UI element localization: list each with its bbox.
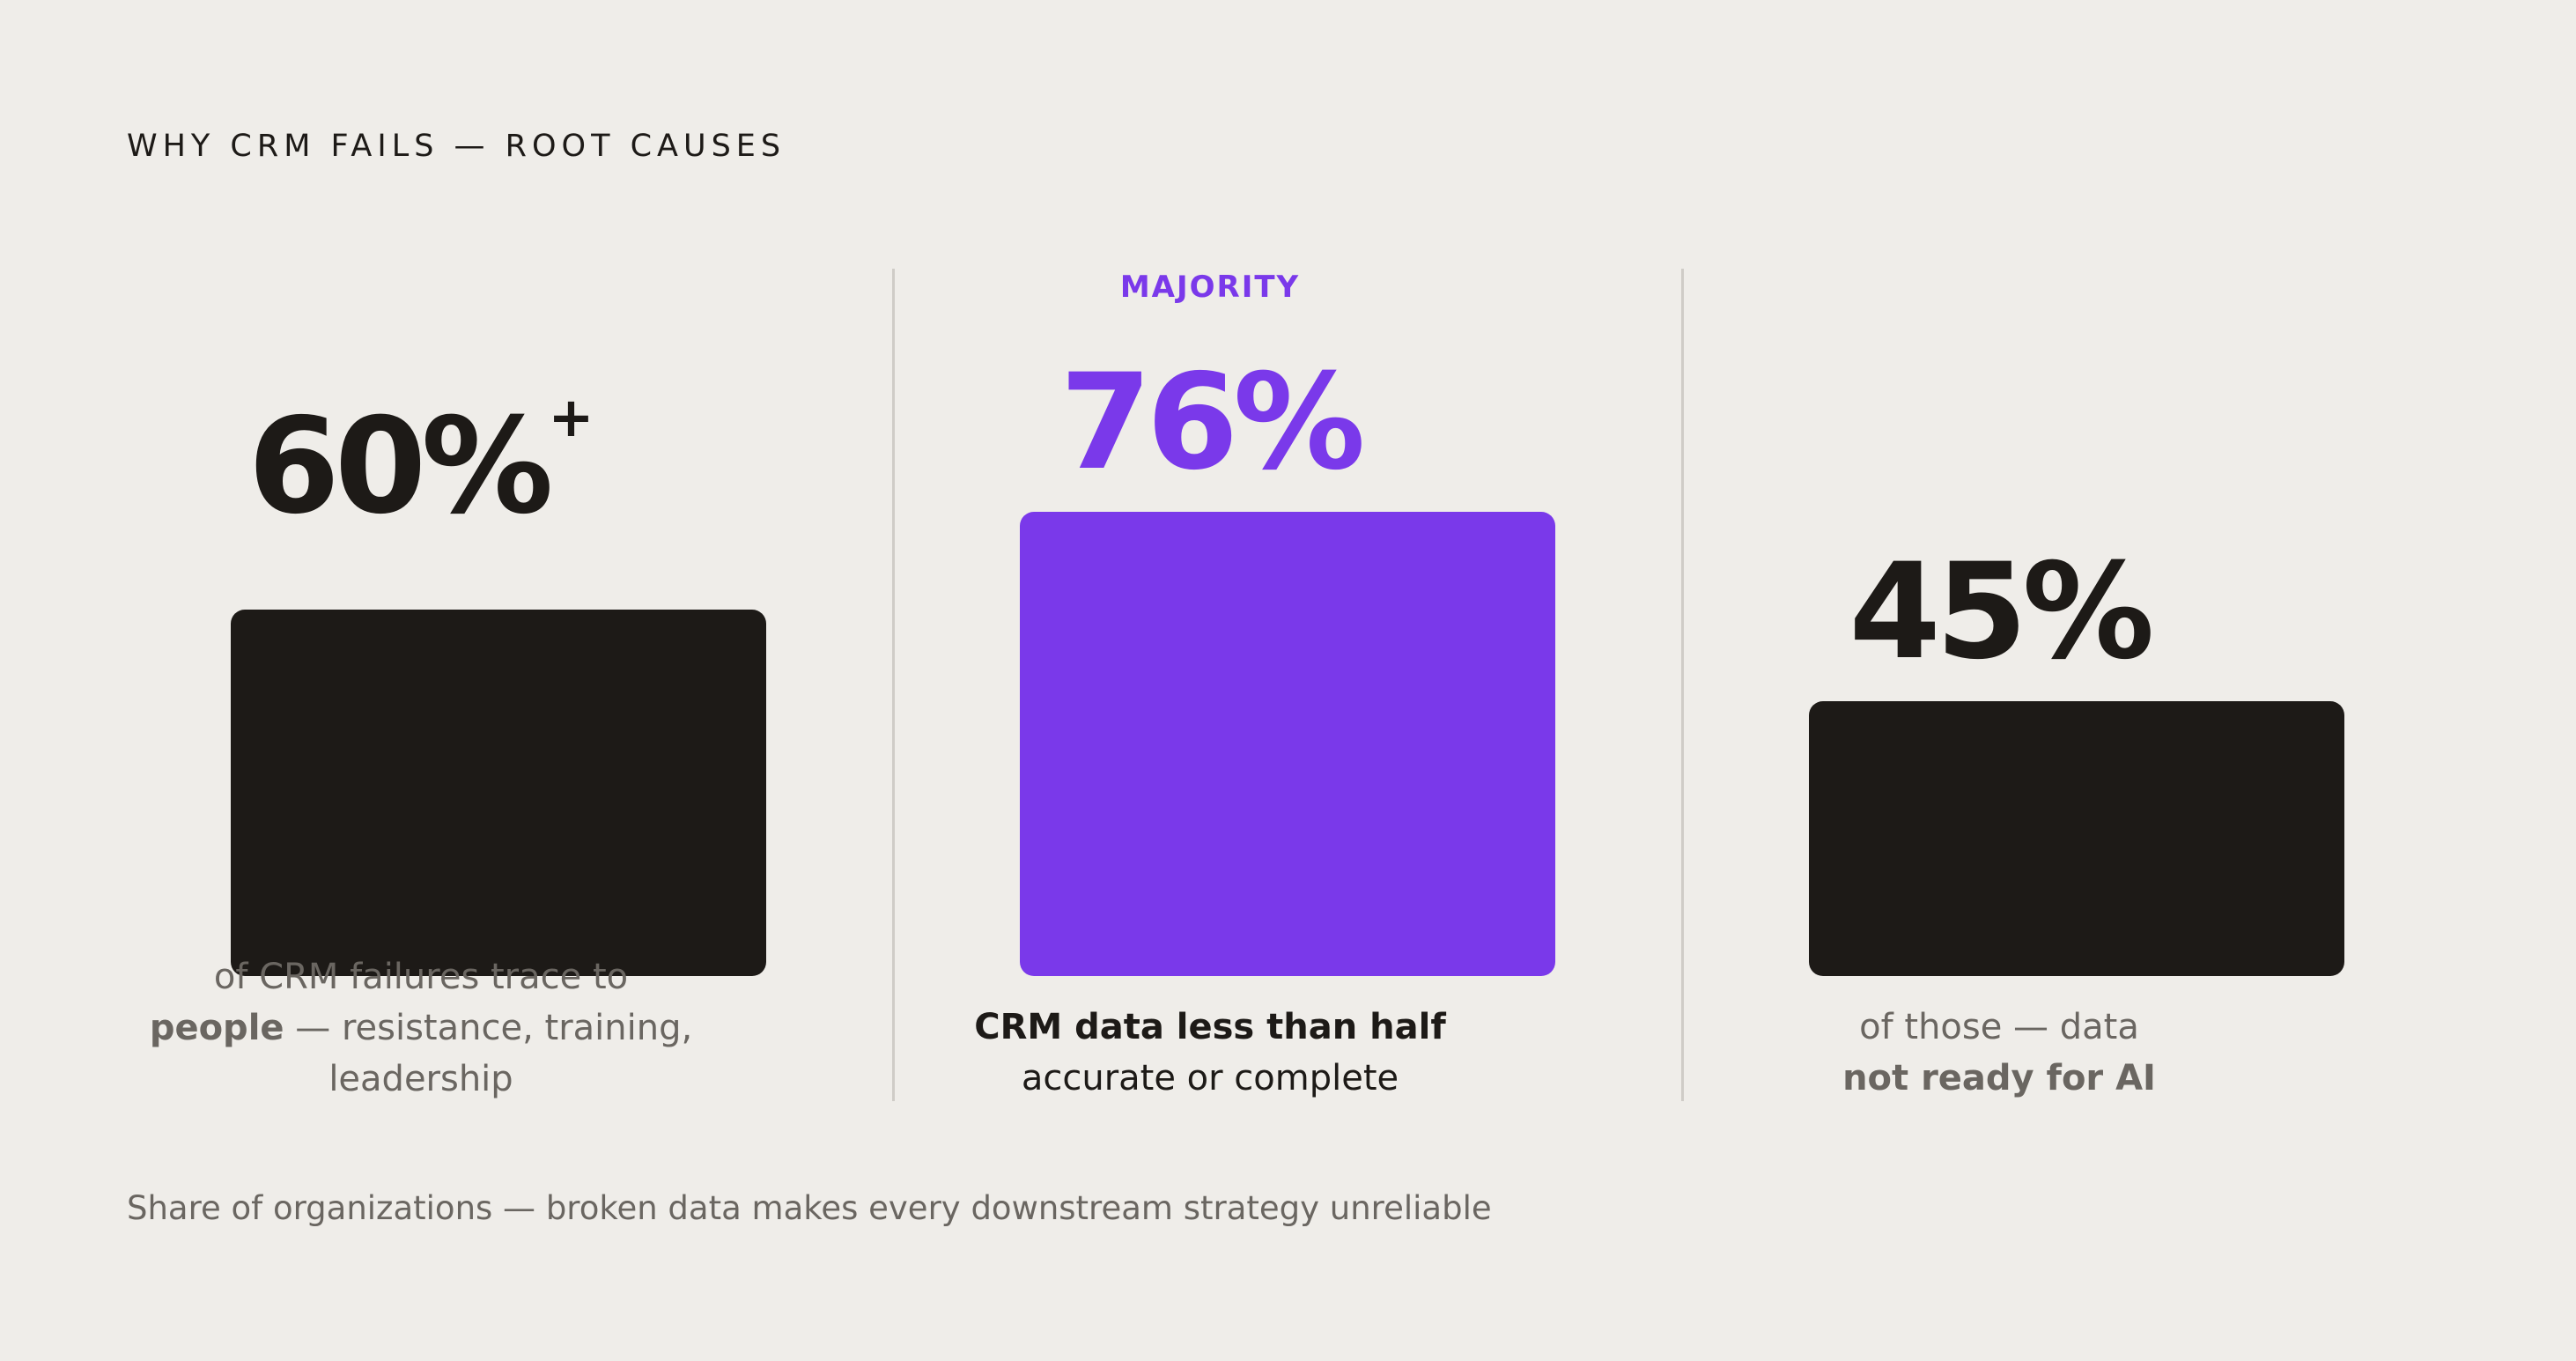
value-text: 76% — [1059, 346, 1365, 499]
bar — [1020, 512, 1555, 976]
caption-bold: not ready for AI — [1842, 1058, 2156, 1098]
caption-line: of CRM failures trace to — [213, 957, 629, 997]
caption-text: — resistance, training, — [284, 1008, 693, 1048]
column-divider — [892, 269, 895, 1101]
caption-bold: people — [149, 1008, 284, 1048]
bar-caption: of those — data not ready for AI — [1612, 1002, 2387, 1104]
value-label: 76% — [823, 357, 1598, 489]
caption-line: accurate or complete — [1021, 1058, 1399, 1098]
bar — [231, 610, 766, 976]
bar-caption: CRM data less than half accurate or comp… — [823, 1002, 1598, 1104]
value-label: 45% — [1612, 546, 2387, 678]
value-text: 45% — [1849, 536, 2154, 689]
value-label: 60%+ — [33, 390, 808, 534]
value-text: 60% — [247, 390, 554, 544]
kicker-label: MAJORITY — [1119, 270, 1301, 305]
caption-line: CRM data less than half — [823, 1002, 1598, 1053]
column-divider — [1681, 269, 1684, 1101]
chart-title: WHY CRM FAILS — ROOT CAUSES — [127, 129, 786, 164]
caption-line: people — resistance, training, — [33, 1002, 808, 1054]
caption-line: leadership — [328, 1059, 513, 1099]
bar-caption: of CRM failures trace to people — resist… — [33, 951, 808, 1105]
bar — [1809, 701, 2344, 976]
stat-column-ai-readiness: 45% of those — data not ready for AI — [1612, 0, 2387, 1361]
value-suffix: + — [548, 385, 594, 449]
caption-line: of those — data — [1859, 1007, 2139, 1047]
stat-column-data-quality: MAJORITY 76% CRM data less than half acc… — [823, 0, 1598, 1361]
stat-column-people: 60%+ of CRM failures trace to people — r… — [33, 0, 808, 1361]
footnote: Share of organizations — broken data mak… — [127, 1189, 1492, 1227]
caption-bold: CRM data less than half — [974, 1007, 1446, 1047]
caption-line: not ready for AI — [1612, 1053, 2387, 1104]
